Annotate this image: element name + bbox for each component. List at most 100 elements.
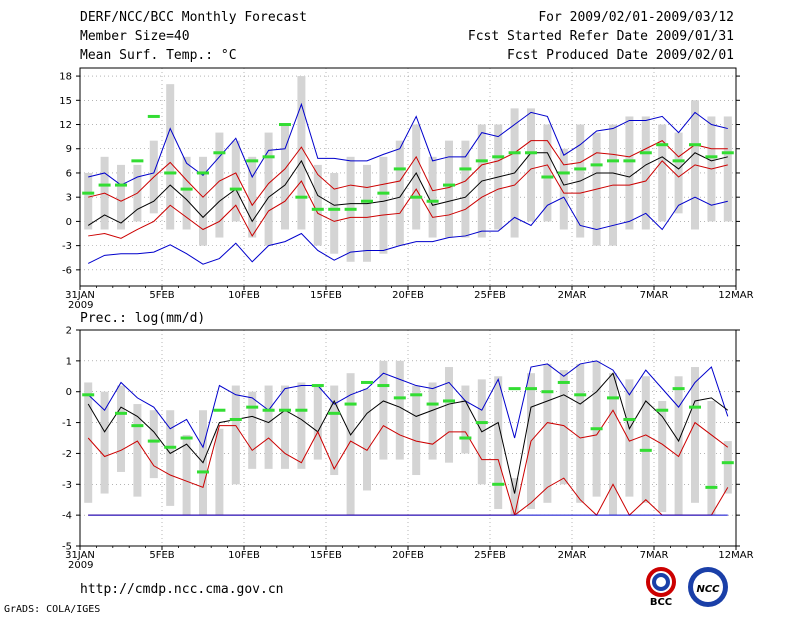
- member-size: Member Size=40: [80, 29, 190, 44]
- observed-marker: [164, 171, 177, 175]
- chart-title: DERF/NCC/BCC Monthly Forecast: [80, 10, 307, 25]
- y-tick-label: 1: [66, 356, 72, 367]
- spread-bar: [281, 124, 289, 230]
- spread-bar: [363, 388, 371, 491]
- bcc-logo-text: BCC: [650, 597, 672, 607]
- spread-bar: [182, 156, 191, 230]
- observed-marker: [115, 183, 127, 187]
- observed-marker: [279, 408, 291, 412]
- y-tick-label: -5: [62, 542, 72, 553]
- observed-marker: [393, 167, 406, 171]
- spread-bar: [527, 108, 535, 222]
- x-tick-label: 5FEB: [149, 290, 174, 301]
- x-tick-label: 15FEB: [310, 550, 342, 561]
- forecast-produced: Fcst Produced Date 2009/02/01: [507, 48, 734, 63]
- spread-bar: [559, 370, 568, 485]
- spread-bar: [313, 385, 322, 460]
- forecast-period: For 2009/02/01-2009/03/12: [538, 10, 734, 25]
- observed-marker: [525, 387, 537, 391]
- observed-marker: [672, 387, 685, 391]
- bcc-logo: BCC: [646, 567, 676, 607]
- series-upper-line: [88, 140, 728, 207]
- spread-bar: [166, 410, 175, 506]
- x-tick-label: 7MAR: [640, 550, 669, 561]
- observed-marker: [574, 393, 587, 397]
- ncc-logo-text: NCC: [696, 584, 720, 595]
- observed-marker: [508, 387, 521, 391]
- spread-bar: [297, 76, 306, 230]
- y-tick-label: -4: [62, 511, 72, 522]
- observed-marker: [131, 424, 144, 428]
- observed-marker: [689, 143, 701, 147]
- observed-marker: [475, 421, 488, 425]
- spread-bar: [117, 164, 125, 230]
- observed-marker: [607, 396, 619, 400]
- observed-marker: [115, 411, 127, 415]
- observed-marker: [672, 159, 685, 163]
- observed-marker: [328, 207, 341, 211]
- spread-bar: [395, 360, 404, 460]
- spread-bar: [248, 156, 257, 238]
- spread-bar: [658, 400, 667, 513]
- observed-marker: [82, 191, 95, 195]
- variable-label: Mean Surf. Temp.: °C: [80, 48, 237, 63]
- observed-marker: [525, 151, 537, 155]
- observed-marker: [541, 390, 554, 394]
- spread-bar: [199, 156, 207, 246]
- x-tick-label: 20FEB: [392, 550, 424, 561]
- observed-marker: [623, 159, 636, 163]
- spread-bar: [445, 140, 453, 238]
- series-lower-line: [88, 160, 728, 239]
- observed-marker: [541, 175, 554, 179]
- observed-marker: [393, 396, 406, 400]
- observed-marker: [311, 207, 324, 211]
- spread-bar: [609, 373, 617, 516]
- observed-marker: [377, 191, 390, 195]
- spread-bar: [625, 116, 634, 230]
- x-tick-label: 5FEB: [149, 550, 174, 561]
- spread-bar: [281, 385, 289, 469]
- observed-marker: [410, 195, 423, 199]
- observed-marker: [229, 417, 242, 421]
- spread-bar: [363, 164, 371, 262]
- spread-bar: [543, 363, 552, 503]
- observed-marker: [590, 163, 603, 167]
- observed-marker: [311, 384, 324, 388]
- spread-bar: [117, 385, 125, 472]
- observed-marker: [443, 399, 455, 403]
- spread-bar: [445, 367, 453, 463]
- y-tick-label: 18: [59, 72, 72, 83]
- spread-bar: [494, 376, 503, 509]
- series-mean-line: [87, 372, 729, 494]
- observed-marker: [147, 439, 160, 443]
- x-tick-label: 20FEB: [392, 290, 424, 301]
- source-url[interactable]: http://cmdp.ncc.cma.gov.cn: [80, 582, 284, 597]
- observed-marker: [262, 408, 275, 412]
- observed-marker: [705, 485, 718, 489]
- spread-bar: [395, 140, 404, 246]
- y-tick-label: 15: [59, 96, 72, 107]
- observed-marker: [262, 155, 275, 159]
- observed-marker: [410, 393, 423, 397]
- observed-marker: [475, 159, 488, 163]
- observed-marker: [213, 408, 226, 412]
- spread-bar: [543, 124, 552, 222]
- spread-bar: [166, 84, 175, 230]
- spread-bar: [576, 363, 585, 503]
- y-tick-label: -2: [62, 449, 72, 460]
- observed-marker: [180, 187, 193, 191]
- series-max-line: [87, 196, 728, 265]
- observed-marker: [689, 405, 701, 409]
- spread-bar: [461, 385, 470, 454]
- spread-bar: [182, 434, 191, 516]
- spread-bar: [264, 132, 273, 246]
- observed-marker: [590, 427, 603, 431]
- spread-bar: [264, 385, 273, 469]
- observed-marker: [426, 402, 439, 406]
- x-tick-label: 15FEB: [310, 290, 342, 301]
- x-tick-label: 2MAR: [558, 290, 587, 301]
- x-tick-label: 25FEB: [474, 290, 506, 301]
- observed-marker: [623, 417, 636, 421]
- spread-bar: [149, 410, 158, 479]
